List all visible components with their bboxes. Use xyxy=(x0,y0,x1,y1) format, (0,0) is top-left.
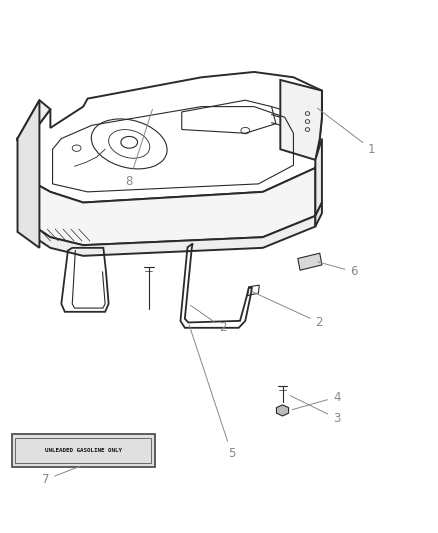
Text: 3: 3 xyxy=(290,395,340,425)
Text: 6: 6 xyxy=(318,262,358,278)
FancyBboxPatch shape xyxy=(12,434,155,467)
Polygon shape xyxy=(18,100,39,248)
Polygon shape xyxy=(18,221,26,232)
Polygon shape xyxy=(18,100,50,141)
Text: 8: 8 xyxy=(126,109,152,188)
Text: 2: 2 xyxy=(252,292,323,329)
Text: 5: 5 xyxy=(189,325,235,459)
Polygon shape xyxy=(315,203,322,227)
Text: 2: 2 xyxy=(191,305,226,334)
Text: UNLEADED GASOLINE ONLY: UNLEADED GASOLINE ONLY xyxy=(45,448,122,453)
Polygon shape xyxy=(276,405,289,416)
Polygon shape xyxy=(18,141,26,221)
Polygon shape xyxy=(26,216,315,256)
Text: 4: 4 xyxy=(292,391,340,410)
Polygon shape xyxy=(26,168,315,245)
Text: 7: 7 xyxy=(42,466,81,486)
Text: 1: 1 xyxy=(318,108,375,156)
Polygon shape xyxy=(298,253,322,270)
Polygon shape xyxy=(26,72,322,203)
Polygon shape xyxy=(280,80,322,160)
Polygon shape xyxy=(315,139,322,216)
